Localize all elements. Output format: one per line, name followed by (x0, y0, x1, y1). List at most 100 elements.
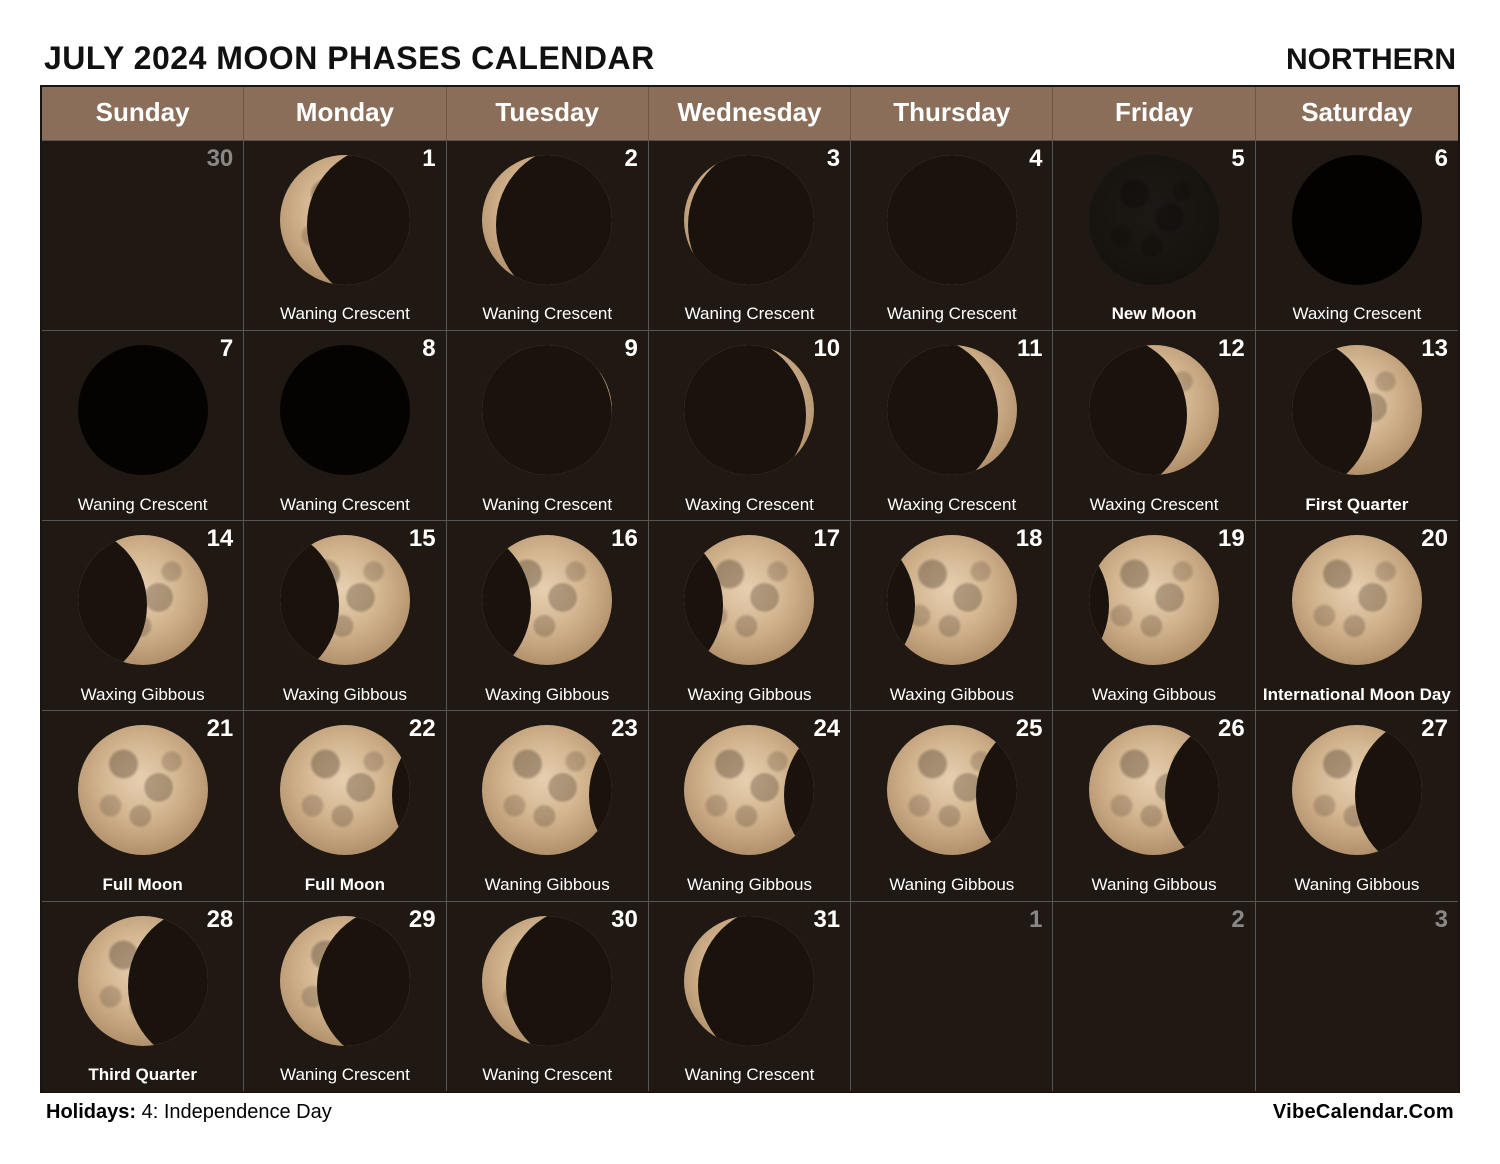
moon-shadow (887, 535, 915, 665)
day-number: 14 (207, 525, 234, 553)
moon-wrap (1256, 345, 1458, 475)
calendar: SundayMondayTuesdayWednesdayThursdayFrid… (40, 85, 1460, 1093)
moon-wrap (1053, 345, 1254, 475)
day-number: 4 (1029, 145, 1042, 173)
phase-label: Waning Crescent (244, 1066, 445, 1085)
phase-label: Waxing Gibbous (649, 686, 850, 705)
moon-shadow (1292, 345, 1372, 475)
phase-label: Waxing Crescent (1256, 305, 1458, 324)
calendar-cell: 13First Quarter (1256, 330, 1458, 520)
moon-icon (78, 916, 208, 1046)
phase-label: Waxing Gibbous (42, 686, 243, 705)
brand: VibeCalendar.Com (1273, 1101, 1454, 1124)
moon-shadow (128, 916, 208, 1046)
moon-icon (482, 345, 612, 475)
day-number: 9 (624, 335, 637, 363)
moon-shadow (482, 535, 531, 665)
day-number: 26 (1218, 715, 1245, 743)
moon-shadow (1292, 155, 1422, 285)
day-number: 16 (611, 525, 638, 553)
moon-wrap (244, 916, 445, 1046)
moon-wrap (42, 725, 243, 855)
moon-shadow (506, 916, 612, 1046)
moon-shadow (392, 725, 410, 855)
moon-shadow (1165, 725, 1219, 855)
calendar-cell: 10Waxing Crescent (649, 330, 851, 520)
moon-shadow (280, 535, 339, 665)
moon-wrap (851, 155, 1052, 285)
moon-icon (482, 535, 612, 665)
moon-shadow (78, 535, 148, 665)
moon-shadow (887, 345, 998, 475)
moon-shadow (280, 345, 410, 475)
phase-label: Third Quarter (42, 1066, 243, 1085)
calendar-cell: 20International Moon Day (1256, 520, 1458, 710)
phase-label: Waning Gibbous (1053, 876, 1254, 895)
phase-label: First Quarter (1256, 496, 1458, 515)
dow-label: Thursday (851, 87, 1053, 140)
moon-shadow (684, 535, 722, 665)
moon-icon (280, 725, 410, 855)
moon-icon (1292, 345, 1422, 475)
moon-shadow (317, 916, 410, 1046)
day-number: 6 (1435, 145, 1448, 173)
moon-wrap (649, 155, 850, 285)
moon-shadow (496, 155, 612, 285)
moon-wrap (447, 345, 648, 475)
calendar-cell: 23Waning Gibbous (447, 710, 649, 900)
calendar-cell: 3 (1256, 901, 1458, 1091)
moon-shadow (307, 155, 410, 285)
dow-label: Tuesday (447, 87, 649, 140)
holidays-label: Holidays: (46, 1101, 136, 1123)
moon-wrap (1053, 155, 1254, 285)
phase-label: Waning Crescent (447, 496, 648, 515)
calendar-cell: 25 Waning Gibbous (851, 710, 1053, 900)
moon-icon (482, 155, 612, 285)
calendar-cell: 31Waning Crescent (649, 901, 851, 1091)
moon-wrap (447, 725, 648, 855)
day-number: 23 (611, 715, 638, 743)
holidays-line: Holidays: 4: Independence Day (46, 1101, 332, 1124)
moon-shadow (78, 345, 208, 475)
calendar-cell: 2Waning Crescent (447, 140, 649, 330)
phase-label: Waxing Gibbous (1053, 686, 1254, 705)
phase-label: Full Moon (244, 876, 445, 895)
moon-wrap (1256, 155, 1458, 285)
moon-icon (887, 155, 1017, 285)
phase-label: Waxing Gibbous (851, 686, 1052, 705)
moon-wrap (244, 155, 445, 285)
moon-icon (78, 725, 208, 855)
day-number: 31 (813, 906, 840, 934)
moon-icon (280, 345, 410, 475)
day-number: 7 (220, 335, 233, 363)
calendar-cell: 3Waning Crescent (649, 140, 851, 330)
moon-shadow (784, 725, 815, 855)
moon-icon (280, 535, 410, 665)
day-number: 24 (813, 715, 840, 743)
moon-shadow (688, 155, 815, 285)
moon-wrap (244, 535, 445, 665)
phase-label: Waning Gibbous (851, 876, 1052, 895)
dow-label: Sunday (42, 87, 244, 140)
calendar-cell: 9 Waning Crescent (447, 330, 649, 520)
phase-label: Waning Crescent (851, 305, 1052, 324)
moon-icon (280, 916, 410, 1046)
calendar-cell: 11Waxing Crescent (851, 330, 1053, 520)
moon-wrap (1256, 725, 1458, 855)
phase-label: Waning Gibbous (649, 876, 850, 895)
moon-shadow (1089, 345, 1187, 475)
phase-label: Waxing Gibbous (244, 686, 445, 705)
holidays-text: 4: Independence Day (142, 1101, 332, 1123)
day-number: 17 (813, 525, 840, 553)
moon-icon (684, 345, 814, 475)
day-number: 2 (624, 145, 637, 173)
phase-label: Waning Crescent (244, 496, 445, 515)
calendar-cell: 1 (851, 901, 1053, 1091)
day-number: 2 (1231, 906, 1244, 934)
day-number: 10 (813, 335, 840, 363)
day-number: 3 (1435, 906, 1448, 934)
moon-icon (1089, 535, 1219, 665)
calendar-grid: 301Waning Crescent2Waning Crescent3Wanin… (42, 140, 1458, 1091)
day-number: 25 (1016, 715, 1043, 743)
moon-icon (684, 155, 814, 285)
